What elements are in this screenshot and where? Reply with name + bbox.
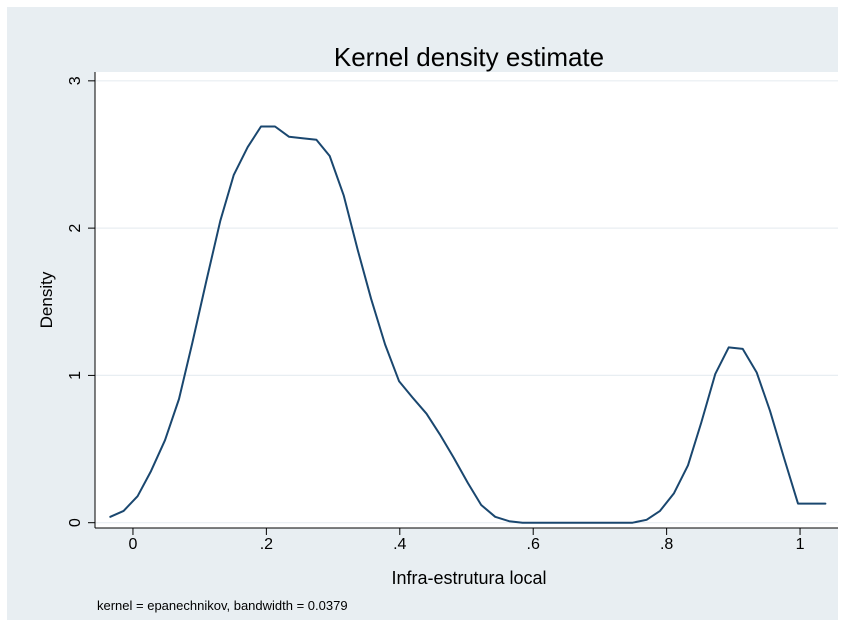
- y-axis-label: Density: [37, 271, 56, 328]
- x-tick-label: .2: [260, 536, 273, 553]
- x-tick-label: .4: [393, 536, 406, 553]
- chart-footnote: kernel = epanechnikov, bandwidth = 0.037…: [97, 598, 348, 613]
- x-axis-label: Infra-estrutura local: [391, 568, 546, 588]
- density-line: [109, 125, 827, 524]
- x-tick-label: .6: [527, 536, 540, 553]
- axis-layer: 0 .2 .4 .6 .8 1 0 1 2 3: [67, 72, 838, 553]
- x-tick-label: 1: [796, 536, 805, 553]
- series-layer: [109, 125, 827, 524]
- plot-area-background: [95, 72, 838, 528]
- y-tick-label: 1: [67, 371, 84, 380]
- x-tick-label: 0: [129, 536, 138, 553]
- y-tick-label: 2: [67, 224, 84, 233]
- chart-title: Kernel density estimate: [334, 42, 604, 72]
- y-tick-label: 3: [67, 76, 84, 85]
- y-tick-label: 0: [67, 518, 84, 527]
- x-tick-label: .8: [660, 536, 673, 553]
